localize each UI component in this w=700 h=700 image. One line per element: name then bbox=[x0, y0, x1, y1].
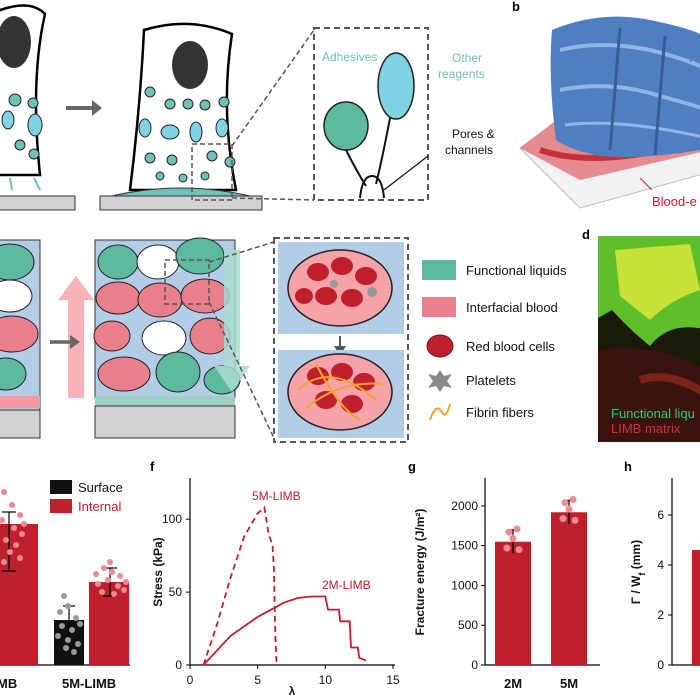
cell-middle bbox=[128, 22, 238, 192]
g-ticks: 0 500 1000 1500 2000 bbox=[451, 499, 485, 672]
legend-label-functional-liquids: Functional liquids bbox=[466, 263, 567, 278]
e-errorbar-internal-mb bbox=[2, 511, 16, 572]
legend-c: Functional liquids Interfacial blood Red… bbox=[422, 260, 567, 421]
arrow-down-teal bbox=[214, 250, 250, 392]
panel-letter-f: f bbox=[150, 459, 155, 474]
arrow-up-pink bbox=[58, 276, 94, 398]
g-y-tick-label: 0 bbox=[471, 658, 478, 672]
panel-g: g 0 500 1000 1500 2000 Fracture energy (J/m²… bbox=[408, 459, 600, 691]
panel-e: Surface Internal MB 5M-LIMB bbox=[0, 480, 130, 691]
e-tick-5m-limb: 5M-LIMB bbox=[62, 676, 116, 691]
h-y-tick-label: 0 bbox=[657, 658, 664, 672]
red-blood-cell-icon bbox=[426, 334, 454, 358]
g-y-tick-label: 500 bbox=[458, 618, 478, 632]
g-data-point bbox=[513, 525, 521, 533]
reagent-vesicle bbox=[377, 52, 415, 120]
f-x-tick-label: 15 bbox=[386, 673, 400, 687]
fluorescence-legend-functional-liquid: Functional liqu bbox=[611, 406, 695, 421]
adhesive-vesicle bbox=[323, 101, 369, 151]
e-legend-surface: Surface bbox=[78, 480, 123, 495]
e-bar-internal-5m bbox=[89, 582, 129, 665]
g-data-point bbox=[505, 528, 513, 536]
legend-label-interfacial-blood: Interfacial blood bbox=[466, 300, 558, 315]
f-y-tick-label: 0 bbox=[175, 658, 182, 672]
f-series-2m-limb bbox=[202, 595, 367, 666]
panel-b: b Blood-e bbox=[512, 0, 700, 209]
panel-f: f 0 5 10 15 0 50 100 Stress (kPa) λ 5M-LIMB 2M… bbox=[150, 459, 400, 698]
h-y-tick-label: 4 bbox=[657, 558, 664, 572]
zoom-box-a bbox=[191, 143, 233, 201]
g-x-tick-label: 5M bbox=[560, 676, 578, 691]
g-data-point bbox=[559, 515, 567, 523]
e-tick-mb: MB bbox=[0, 676, 17, 691]
g-bars: 2M 5M bbox=[495, 496, 587, 691]
f-series-5m-limb bbox=[202, 505, 278, 666]
g-data-point bbox=[565, 505, 573, 513]
g-data-point bbox=[569, 496, 577, 504]
panel-c: Functional liquids Interfacial blood Red… bbox=[0, 237, 567, 443]
g-y-tick-label: 1500 bbox=[451, 539, 478, 553]
f-y-tick-label: 50 bbox=[169, 585, 183, 599]
callout-label-adhesives: Adhesives bbox=[322, 50, 377, 64]
h-bar bbox=[692, 550, 700, 665]
f-x-tick-label: 5 bbox=[254, 673, 261, 687]
h-y-axis-title: Γ / Wf (mm) bbox=[629, 540, 647, 604]
g-bar-2M bbox=[495, 541, 531, 665]
e-legend-internal: Internal bbox=[78, 499, 121, 514]
f-y-tick-label: 100 bbox=[162, 512, 182, 526]
callout-label-other-reagents-2: reagents bbox=[438, 67, 485, 81]
h-y-tick-label: 6 bbox=[657, 508, 664, 522]
f-label-5m-limb: 5M-LIMB bbox=[252, 489, 301, 503]
h-y-tick-label: 2 bbox=[657, 608, 664, 622]
e-legend-swatch-surface bbox=[50, 480, 72, 494]
legend-label-fibrin-fibers: Fibrin fibers bbox=[466, 405, 534, 420]
fibrin-fiber-icon bbox=[429, 403, 451, 421]
g-y-axis-title: Fracture energy (J/m²) bbox=[413, 509, 427, 636]
zoom-box-c bbox=[164, 259, 210, 305]
g-data-point bbox=[503, 544, 511, 552]
f-label-2m-limb: 2M-LIMB bbox=[322, 578, 371, 592]
panel-letter-d: d bbox=[582, 227, 590, 242]
g-y-tick-label: 1000 bbox=[451, 578, 478, 592]
g-data-point bbox=[515, 546, 523, 554]
g-y-tick-label: 2000 bbox=[451, 499, 478, 513]
platelet-icon bbox=[428, 370, 452, 392]
g-x-tick-label: 2M bbox=[504, 676, 522, 691]
nucleus-left bbox=[0, 16, 31, 68]
h-ticks: 0 2 4 6 bbox=[657, 508, 672, 672]
e-bar-internal-mb bbox=[0, 524, 38, 665]
nucleus-middle bbox=[172, 41, 208, 89]
panel-letter-h: h bbox=[624, 459, 632, 474]
g-data-point bbox=[509, 535, 517, 543]
g-bar-5M bbox=[551, 512, 587, 665]
f-x-tick-label: 10 bbox=[319, 673, 333, 687]
label-blood-e: Blood-e bbox=[652, 194, 697, 209]
panel-h: h 0 2 4 6 Γ / Wf (mm) bbox=[624, 459, 700, 672]
legend-label-platelets: Platelets bbox=[466, 373, 516, 388]
legend-label-red-blood-cells: Red blood cells bbox=[466, 339, 555, 354]
panel-d: d Functional liqu LIMB matrix bbox=[582, 227, 700, 442]
fluorescence-legend-limb-matrix: LIMB matrix bbox=[611, 421, 681, 436]
legend-swatch-functional-liquids bbox=[422, 260, 456, 280]
callout-label-pores-2: channels bbox=[445, 143, 493, 157]
f-x-axis-title: λ bbox=[289, 684, 296, 698]
e-legend-swatch-internal bbox=[50, 499, 72, 513]
g-data-point bbox=[571, 516, 579, 524]
substrate-middle bbox=[99, 195, 263, 211]
callout-label-other-reagents-1: Other bbox=[452, 51, 482, 65]
substrate-left bbox=[0, 195, 76, 211]
e-scatter-internal-5m bbox=[93, 559, 129, 597]
f-y-axis-title: Stress (kPa) bbox=[151, 537, 165, 606]
f-ticks: 0 5 10 15 0 50 100 bbox=[162, 512, 400, 687]
panel-letter-b: b bbox=[512, 0, 520, 14]
legend-swatch-interfacial-blood bbox=[422, 297, 456, 317]
panel-letter-g: g bbox=[408, 459, 416, 474]
callout-label-pores-1: Pores & bbox=[452, 127, 495, 141]
g-data-point bbox=[561, 499, 569, 507]
e-scatter-surface-5m bbox=[55, 593, 83, 655]
e-scatter-internal-mb bbox=[0, 489, 27, 565]
panel-a: Adhesives Other reagents Pores & channel… bbox=[0, 4, 495, 211]
f-x-tick-label: 0 bbox=[187, 673, 194, 687]
